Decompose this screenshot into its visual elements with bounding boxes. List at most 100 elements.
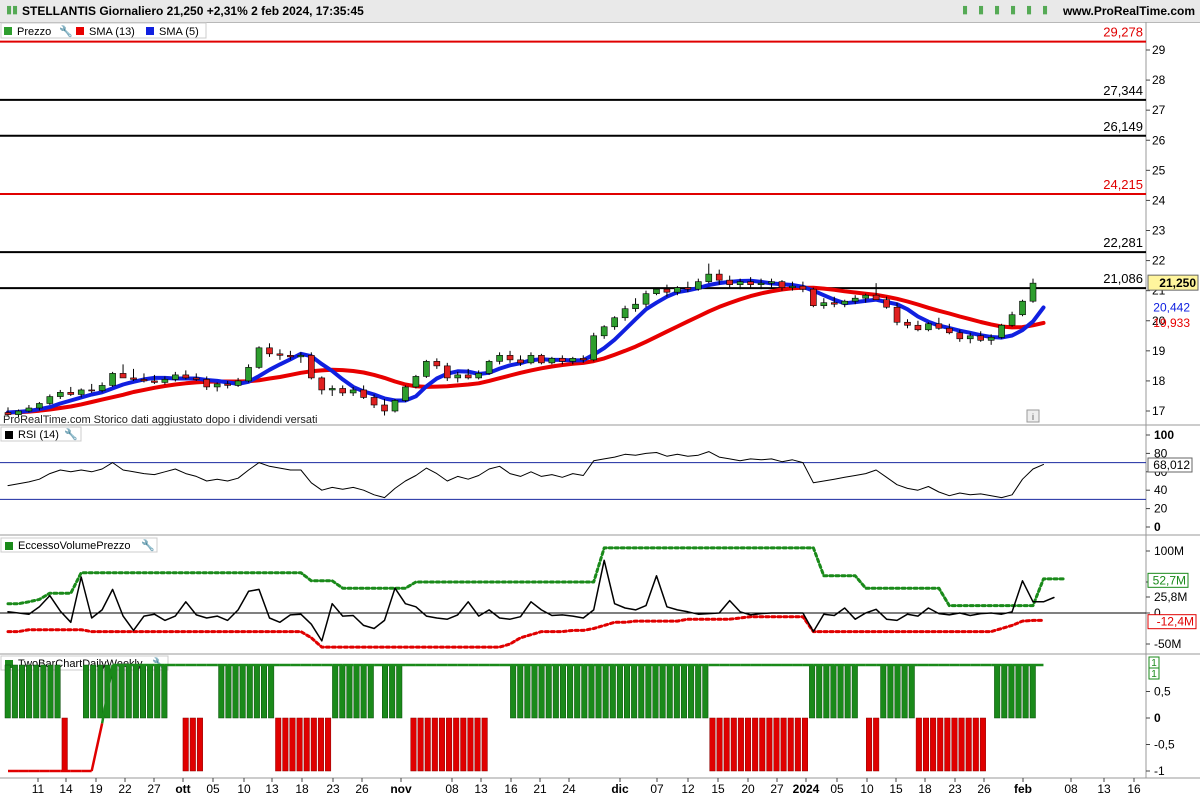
candle-body bbox=[266, 347, 273, 355]
twobar-value: 1 bbox=[1151, 669, 1157, 680]
candle-body bbox=[297, 355, 305, 358]
twobar-bar-up bbox=[125, 664, 132, 719]
x-tick-label: 15 bbox=[711, 782, 725, 796]
twobar-bar-up bbox=[154, 664, 161, 719]
wrench-icon[interactable]: 🔧 bbox=[141, 538, 155, 552]
volume-upper-tag bbox=[1147, 572, 1189, 588]
twobar-bar-up bbox=[894, 664, 901, 719]
candle-body bbox=[904, 321, 911, 326]
candle-body bbox=[517, 359, 524, 364]
info-icon-box[interactable] bbox=[1026, 409, 1040, 423]
sma13-swatch bbox=[76, 27, 84, 35]
candle-body bbox=[799, 285, 807, 290]
x-tick-label: 26 bbox=[977, 782, 991, 796]
twobar-bar-up bbox=[680, 664, 687, 719]
x-tick-label: 23 bbox=[326, 782, 340, 796]
twobar-bar-down bbox=[766, 717, 773, 772]
candle-body bbox=[109, 373, 116, 386]
candle-body bbox=[370, 397, 378, 406]
candle-body bbox=[736, 281, 744, 285]
x-tick-label: 16 bbox=[504, 782, 518, 796]
candle-body bbox=[851, 297, 859, 302]
twobar-bar-up bbox=[688, 664, 695, 719]
rsi-polyline bbox=[7, 451, 1044, 499]
twobar-bar-down bbox=[922, 717, 929, 772]
candle-body bbox=[559, 358, 566, 362]
price-legend[interactable]: Prezzo 🔧 SMA (13) SMA (5) bbox=[0, 22, 207, 39]
candle-body bbox=[663, 288, 671, 293]
rsi-line bbox=[7, 451, 1044, 499]
price-level-label: 27,344 bbox=[1103, 83, 1143, 98]
twobar-bar-up bbox=[552, 664, 559, 719]
candle-body bbox=[705, 273, 713, 282]
candle-icon[interactable]: ▮ bbox=[962, 4, 969, 16]
candle-body bbox=[485, 361, 493, 374]
twobar-bar-up bbox=[602, 664, 609, 719]
twobar-bar-down bbox=[759, 717, 766, 772]
legend-price: Prezzo bbox=[17, 26, 51, 38]
candle-body bbox=[140, 379, 148, 382]
twobar-bar-down bbox=[723, 717, 730, 772]
twobar-bar-up bbox=[652, 664, 659, 719]
candle-body bbox=[360, 389, 367, 398]
twobar-bar-up bbox=[609, 664, 616, 719]
twobar-bar-up bbox=[118, 664, 125, 719]
price-tick-label: 19 bbox=[1152, 344, 1166, 358]
twobar-tick-label: -1 bbox=[1154, 764, 1165, 778]
candle-icon[interactable]: ▮ bbox=[978, 4, 985, 16]
x-tick-label: 13 bbox=[474, 782, 488, 796]
twobar-bar-up bbox=[574, 664, 581, 719]
site-link[interactable]: www.ProRealTime.com bbox=[1062, 4, 1195, 18]
volume-excess-line bbox=[7, 559, 1055, 642]
candle-body bbox=[433, 361, 441, 367]
volume-lines: 52,7M -12,4M bbox=[6, 546, 1197, 649]
price-tick-label: 22 bbox=[1152, 254, 1166, 268]
candle-icon[interactable]: ▮ bbox=[1042, 4, 1049, 16]
x-tick-label: 18 bbox=[295, 782, 309, 796]
x-tick-label: ott bbox=[175, 782, 190, 796]
legend-sma13: SMA (13) bbox=[89, 26, 135, 38]
twobar-bar-down bbox=[417, 717, 424, 772]
twobar-line-segment bbox=[100, 664, 114, 724]
candle-body bbox=[349, 389, 357, 394]
twobar-bar-up bbox=[139, 664, 146, 719]
candle-body bbox=[600, 326, 608, 337]
candle-body bbox=[883, 299, 890, 308]
candle-body bbox=[841, 300, 849, 305]
twobar-bar-up bbox=[339, 664, 346, 719]
candle-body bbox=[684, 287, 692, 290]
twobar-bar-down bbox=[915, 717, 922, 772]
wrench-icon[interactable]: 🔧 bbox=[64, 427, 78, 441]
twobar-bar-up bbox=[809, 664, 816, 719]
twobar-bar-up bbox=[147, 664, 154, 719]
rsi-legend[interactable]: RSI (14) 🔧 bbox=[0, 426, 82, 442]
x-tick-label: 13 bbox=[1097, 782, 1111, 796]
wrench-icon[interactable]: 🔧 bbox=[59, 24, 73, 38]
price-level-label: 26,149 bbox=[1103, 119, 1143, 134]
candle-icon[interactable]: ▮ bbox=[994, 4, 1001, 16]
candle-body bbox=[726, 279, 733, 285]
candle-body bbox=[328, 388, 336, 391]
twobar-bar-up bbox=[645, 664, 652, 719]
info-icon[interactable]: i bbox=[1032, 412, 1034, 422]
volume-legend[interactable]: EccessoVolumePrezzo 🔧 bbox=[0, 537, 158, 553]
twobar-bar-down bbox=[460, 717, 467, 772]
x-tick-label: 10 bbox=[237, 782, 251, 796]
sma5-value: 20,442 bbox=[1153, 300, 1190, 314]
twobar-bar-up bbox=[595, 664, 602, 719]
candle-body bbox=[830, 302, 838, 305]
twobar-bar-up bbox=[232, 664, 239, 719]
candle-icon[interactable]: ▮ bbox=[1010, 4, 1017, 16]
candle-body bbox=[642, 293, 650, 305]
candle-icon[interactable]: ▮ bbox=[1026, 4, 1033, 16]
candle-body bbox=[862, 294, 869, 299]
candle-body bbox=[538, 355, 545, 364]
twobar-bar-down bbox=[716, 717, 723, 772]
candle-body bbox=[77, 389, 85, 395]
twobar-bar-up bbox=[908, 664, 915, 719]
twobar-bar-down bbox=[438, 717, 445, 772]
volume-lower-tag bbox=[1147, 614, 1197, 630]
title-bar: ▮▮ STELLANTIS Giornaliero 21,250 +2,31% … bbox=[0, 0, 1200, 23]
rsi-tag bbox=[1147, 457, 1193, 473]
